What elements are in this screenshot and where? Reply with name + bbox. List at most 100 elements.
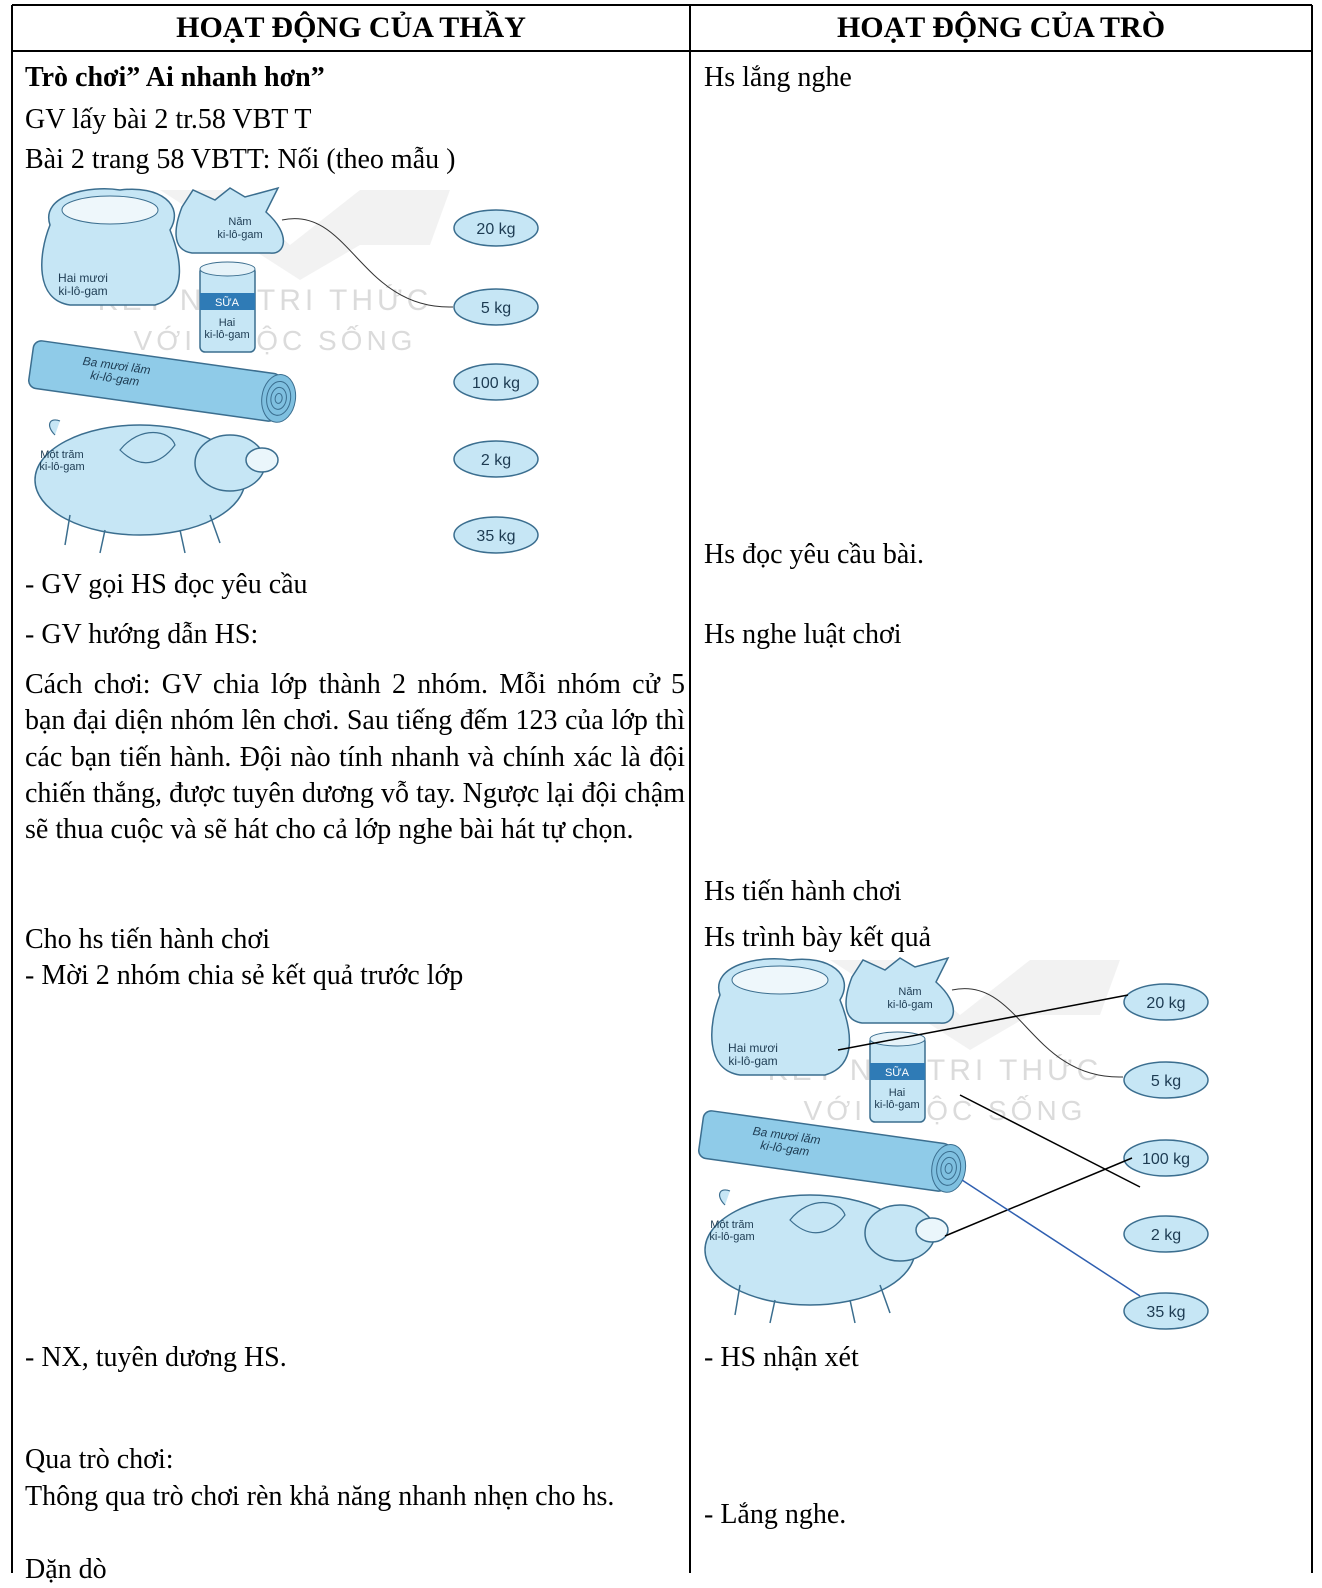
answer-line [944,1157,1133,1237]
answer-line [959,1094,1141,1188]
weight-oval [453,516,539,554]
figure-label: Hai [219,317,236,329]
weight-oval [453,440,539,478]
weight-oval [453,363,539,401]
can-band [200,293,255,310]
text-line: - Mời 2 nhóm chia sẻ kết quả trước lớp [25,960,464,991]
log-ring [261,374,297,423]
sample-line [281,218,454,308]
can-band [870,1063,925,1080]
log-ring [270,386,287,410]
weight-oval [1123,1061,1209,1099]
text-line: - GV hướng dẫn HS: [25,619,259,650]
figure-label: 5 kg [1151,1073,1181,1090]
figure-label: ki-lô-gam [204,329,249,341]
column-header: HOẠT ĐỘNG CỦA TRÒ [836,11,1166,44]
weight-oval [1123,1139,1209,1177]
figure-label: Một trăm [710,1219,753,1231]
text-line: Hs trình bày kết quả [704,922,932,953]
table-border [12,4,1312,6]
figure-label: Một trăm [40,449,83,461]
table-border [12,50,1312,52]
text-line: - Lắng nghe. [704,1499,847,1530]
log-ring [274,392,283,404]
figure-label: ki-lô-gam [759,1138,810,1159]
can-top [199,261,256,277]
sample-line [951,988,1124,1078]
figure-label: SỮA [215,296,240,309]
figure-label: ki-lô-gam [89,368,140,389]
figure-label: 2 kg [481,452,511,469]
figure-label: ki-lô-gam [728,1054,777,1068]
game-title: Trò chơi” Ai nhanh hơn” [25,62,325,93]
log-ring [940,1156,957,1180]
figure-label: ki-lô-gam [874,1099,919,1111]
figure-label: 20 kg [476,221,515,238]
table-border [11,5,13,1573]
text-line: Bài 2 trang 58 VBTT: Nối (theo mẫu ) [25,144,456,175]
paragraph: Thông qua trò chơi rèn khả năng nhanh nh… [25,1481,615,1512]
figure-label: 35 kg [476,528,515,545]
figure-label: VỚI CUỘC SỐNG [804,1094,1087,1126]
figure-label: Năm [898,986,921,998]
figure-label: ki-lô-gam [58,284,107,298]
weight-oval [1123,983,1209,1021]
pig-ear [48,419,176,464]
table-border [1311,5,1313,1573]
figure-label: Hai mươi [728,1041,778,1055]
figure-label: SỮA [885,1066,910,1079]
paragraph: Cách chơi: GV chia lớp thành 2 nhóm. Mỗi… [25,669,685,846]
text-line: - HS nhận xét [704,1342,859,1373]
figure-label: Năm [228,216,251,228]
text-line: Hs lắng nghe [704,62,852,93]
figure-label: VỚI CUỘC SỐNG [134,324,417,356]
sack-opening [731,965,829,995]
figure-label: 5 kg [481,300,511,317]
text-line: - GV gọi HS đọc yêu cầu [25,569,308,600]
figure-label: ki-lô-gam [709,1231,754,1243]
figure-label: 2 kg [1151,1227,1181,1244]
text-line: GV lấy bài 2 tr.58 VBT T [25,104,312,135]
figure-label: ki-lô-gam [217,229,262,241]
answer-line [961,1179,1141,1297]
text-line: Qua trò chơi: [25,1444,174,1475]
pig-snout [915,1217,949,1243]
weight-oval [453,288,539,326]
pig-snout [245,447,279,473]
figure-label: Hai mươi [58,271,108,285]
sack-opening [61,195,159,225]
text-line: - NX, tuyên dương HS. [25,1342,287,1373]
figure-label: 35 kg [1146,1304,1185,1321]
column-header: HOẠT ĐỘNG CỦA THẦY [176,11,526,44]
log-ring [936,1150,962,1186]
bag [175,186,285,254]
log-ring [944,1162,953,1174]
weight-oval [453,209,539,247]
figure-label: 20 kg [1146,995,1185,1012]
figure-label: ki-lô-gam [887,999,932,1011]
weight-oval [1123,1215,1209,1253]
pig-ear [718,1189,846,1234]
text-line: Cho hs tiến hành chơi [25,924,270,955]
table-border [689,5,691,1573]
figure-label: ki-lô-gam [39,461,84,473]
log-ring [931,1144,967,1193]
figure-label: 100 kg [472,375,520,392]
pig-leg [64,514,221,554]
figure-label: Hai [889,1087,906,1099]
bag [845,956,955,1024]
figure-label: 100 kg [1142,1151,1190,1168]
pig-leg [734,1284,891,1324]
answer-line [837,994,1129,1051]
text-line: Hs đọc yêu cầu bài. [704,539,925,570]
text-line: Hs nghe luật chơi [704,619,902,650]
weight-oval [1123,1292,1209,1330]
log-ring [266,380,292,416]
text-line: Hs tiến hành chơi [704,876,902,907]
